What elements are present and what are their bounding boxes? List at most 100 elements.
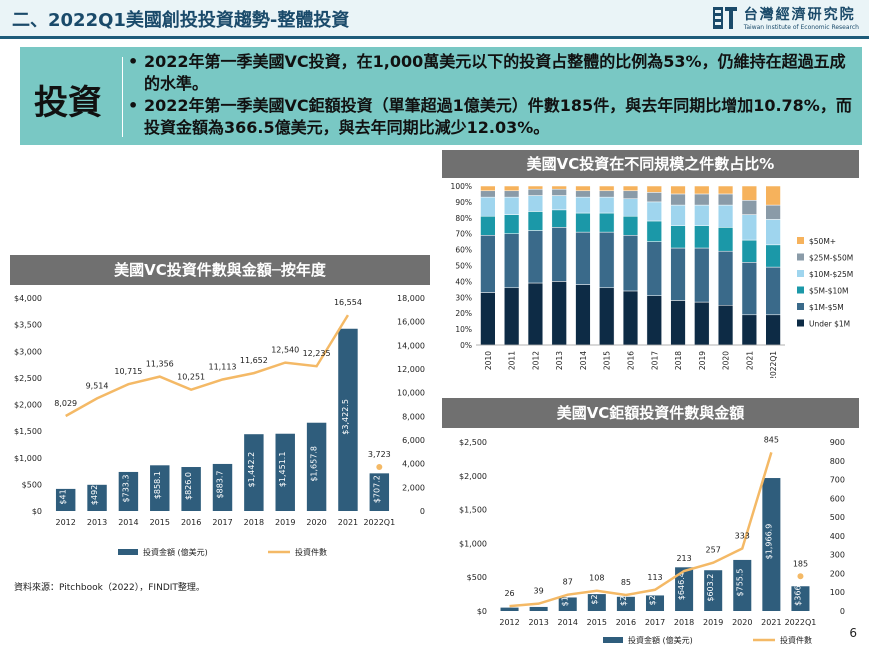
y-right-tick-label: 0: [420, 507, 425, 516]
y-left-tick-label: $4,000: [14, 294, 42, 303]
y-left-tick-label: $3,000: [14, 347, 42, 356]
bar: [733, 559, 752, 611]
y-right-tick-label: 8,000: [402, 412, 425, 421]
bar: [244, 434, 264, 511]
stacked-bar-segment: [646, 201, 662, 222]
bottom-right-chart-title: 美國VC鉅額投資件數與金額: [442, 398, 859, 428]
stacked-bar-segment: [527, 185, 544, 190]
stacked-bar-segment: [670, 193, 686, 206]
line-value-label: 108: [589, 574, 604, 583]
x-tick-label: 2015: [587, 618, 607, 627]
stacked-bar-segment: [670, 300, 686, 346]
line-value-label: 257: [706, 546, 721, 555]
stacked-bar-segment: [527, 195, 544, 212]
stacked-bar-segment: [504, 190, 520, 198]
y-right-tick-label: 18,000: [397, 294, 425, 303]
x-tick-label: 2022Q1: [769, 351, 778, 378]
bar-value-label: $733.3: [121, 474, 130, 502]
x-tick-label: 2016: [181, 518, 201, 527]
x-tick-label: 2016: [616, 618, 636, 627]
y-right-tick-label: 6,000: [402, 436, 425, 445]
stacked-bar-segment: [765, 266, 781, 316]
y-right-tick-label: 900: [830, 438, 845, 447]
stacked-bar-segment: [599, 212, 615, 233]
bar: [369, 473, 390, 511]
stacked-bar-segment: [504, 287, 520, 346]
x-tick-label: 2013: [528, 618, 548, 627]
stacked-bar-segment: [646, 192, 662, 203]
size-share-chart: 0% 10% 20% 30% 40% 50% 60% 70% 80% 90% 100% 2010 201…: [451, 182, 854, 378]
summary-label: 投資: [34, 83, 102, 123]
legend-bar-swatch: [118, 549, 138, 555]
legend-bar-label: 投資金額 (億美元): [628, 635, 693, 645]
bar: [338, 328, 358, 511]
legend-line-label: 投資件數: [295, 547, 327, 557]
line-value-label: 12,540: [271, 346, 299, 355]
legend-label: $50M+: [809, 237, 836, 246]
x-tick-label: 2019: [703, 618, 723, 627]
line-value-label: 10,251: [177, 373, 205, 382]
bar: [181, 467, 201, 511]
bar-value-label: $3,422.5: [341, 399, 350, 435]
stacked-bar-segment: [717, 185, 734, 195]
y-left-tick-label: $500: [22, 480, 42, 489]
stacked-bar-segment: [599, 231, 615, 289]
x-tick-label: 2020: [722, 351, 731, 370]
x-tick-label: 2011: [508, 351, 517, 370]
y-right-tick-label: 100: [830, 588, 845, 597]
stacked-bar-segment: [765, 185, 781, 206]
logo-chinese-name: 台灣經濟研究院: [743, 7, 856, 23]
bar: [791, 586, 810, 611]
legend-swatch: [797, 270, 804, 277]
header: 二、2022Q1美國創投投資趨勢-整體投資 台灣經濟研究院 Taiwan Ins…: [0, 0, 869, 40]
bar-value-label: $1: [561, 596, 570, 606]
stacked-bar-segment: [765, 204, 781, 220]
bar: [587, 594, 606, 611]
x-tick-label: 2012: [531, 351, 540, 370]
y-right-tick-label: 300: [830, 551, 845, 560]
legend-bar-label: 投資金額 (億美元): [143, 547, 208, 557]
stacked-bar-segment: [741, 200, 757, 215]
line-value-label: 185: [793, 559, 808, 568]
bar: [275, 433, 295, 511]
stacked-bar-segment: [717, 250, 734, 306]
bar-value-label: $883.7: [216, 470, 225, 498]
stacked-bar-segment: [765, 219, 781, 246]
y-tick-label: 40%: [455, 277, 472, 286]
stacked-bar-segment: [670, 225, 686, 249]
stacked-bar-segment: [741, 314, 757, 346]
x-tick-label: 2018: [244, 518, 264, 527]
header-underline: [0, 36, 869, 39]
stacked-bar-segment: [717, 305, 734, 346]
stacked-bar-segment: [599, 185, 615, 192]
legend-swatch: [797, 237, 804, 244]
page-number: 6: [849, 626, 857, 640]
legend-label: $10M-$25M: [809, 270, 853, 279]
x-tick-label: 2021: [761, 618, 781, 627]
stacked-bar-segment: [575, 284, 591, 346]
line-value-label: 10,715: [114, 367, 142, 376]
bar-value-label: $826.0: [184, 472, 193, 500]
legend-swatch: [797, 319, 804, 327]
stacked-bar-segment: [551, 209, 567, 228]
bar-value-label: $1,442.2: [247, 452, 256, 488]
y-left-tick-label: $2,500: [14, 374, 42, 383]
y-tick-label: 10%: [455, 325, 472, 334]
bar: [306, 422, 327, 511]
bar-value-label: $2: [590, 594, 599, 604]
stacked-bar-segment: [527, 282, 544, 346]
tier-logo: 台灣經濟研究院 Taiwan Institute of Economic Res…: [712, 4, 859, 31]
x-tick-label: 2014: [579, 351, 588, 370]
y-right-tick-label: 800: [830, 457, 845, 466]
x-tick-label: 2013: [87, 518, 107, 527]
stacked-bar-segment: [670, 204, 686, 226]
stacked-bar-segment: [599, 190, 615, 198]
stacked-bar-segment: [646, 185, 662, 193]
bar: [704, 570, 723, 611]
x-tick-label: 2020: [732, 618, 752, 627]
legend-label: $5M-$10M: [809, 287, 849, 296]
summary-bullets: 2022年第一季美國VC投資，在1,000萬美元以下的投資占整體的比例為53%，…: [128, 51, 856, 139]
legend-swatch: [797, 253, 804, 261]
bar-value-label: $755.5: [735, 568, 744, 596]
line-value-label: 12,235: [303, 349, 331, 358]
